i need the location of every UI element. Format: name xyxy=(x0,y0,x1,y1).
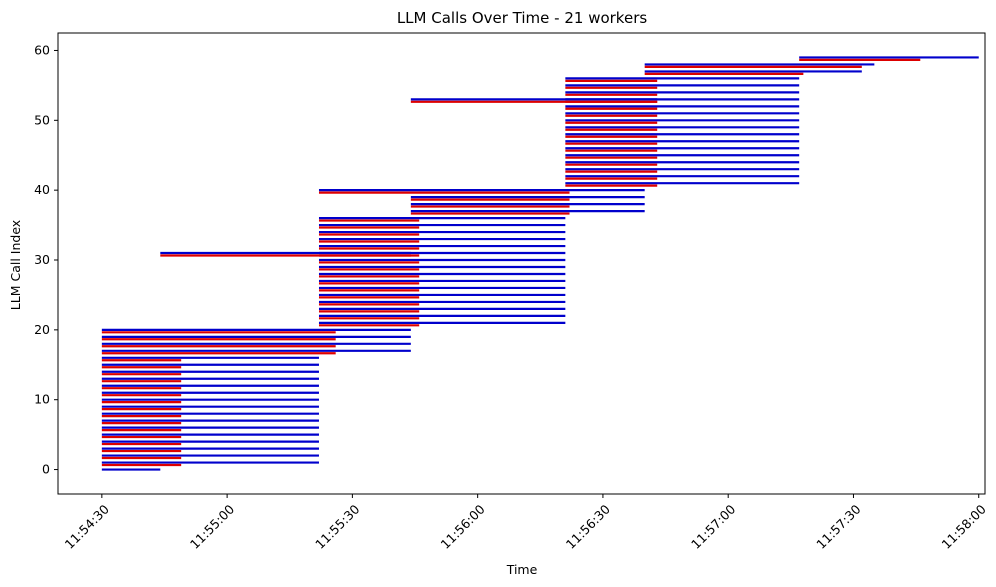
y-tick-label: 40 xyxy=(34,182,50,197)
plot-frame xyxy=(57,32,986,495)
y-tick-label: 50 xyxy=(34,112,50,127)
x-tick-label: 11:57:30 xyxy=(813,501,863,551)
x-tick-label: 11:57:00 xyxy=(688,501,738,551)
y-axis-label: LLM Call Index xyxy=(8,220,23,310)
y-tick-label: 30 xyxy=(34,252,50,267)
y-tick-label: 20 xyxy=(34,322,50,337)
y-tick-label: 0 xyxy=(42,462,50,477)
x-axis-label: Time xyxy=(506,562,538,577)
x-tick-label: 11:55:00 xyxy=(187,501,237,551)
x-tick-label: 11:56:30 xyxy=(563,501,613,551)
axes-layer: 0 10 20 30 40 50 60 11:54:30 11:55:00 11:55:30 11:… xyxy=(34,32,989,552)
chart-title: LLM Calls Over Time - 21 workers xyxy=(397,9,648,27)
y-tick-label: 60 xyxy=(34,42,50,57)
x-tick-label: 11:55:30 xyxy=(312,501,362,551)
bars-layer xyxy=(101,56,979,471)
x-tick-label: 11:58:00 xyxy=(939,501,989,551)
x-tick-label: 11:54:30 xyxy=(62,501,112,551)
y-tick-label: 10 xyxy=(34,392,50,407)
x-tick-label: 11:56:00 xyxy=(437,501,487,551)
